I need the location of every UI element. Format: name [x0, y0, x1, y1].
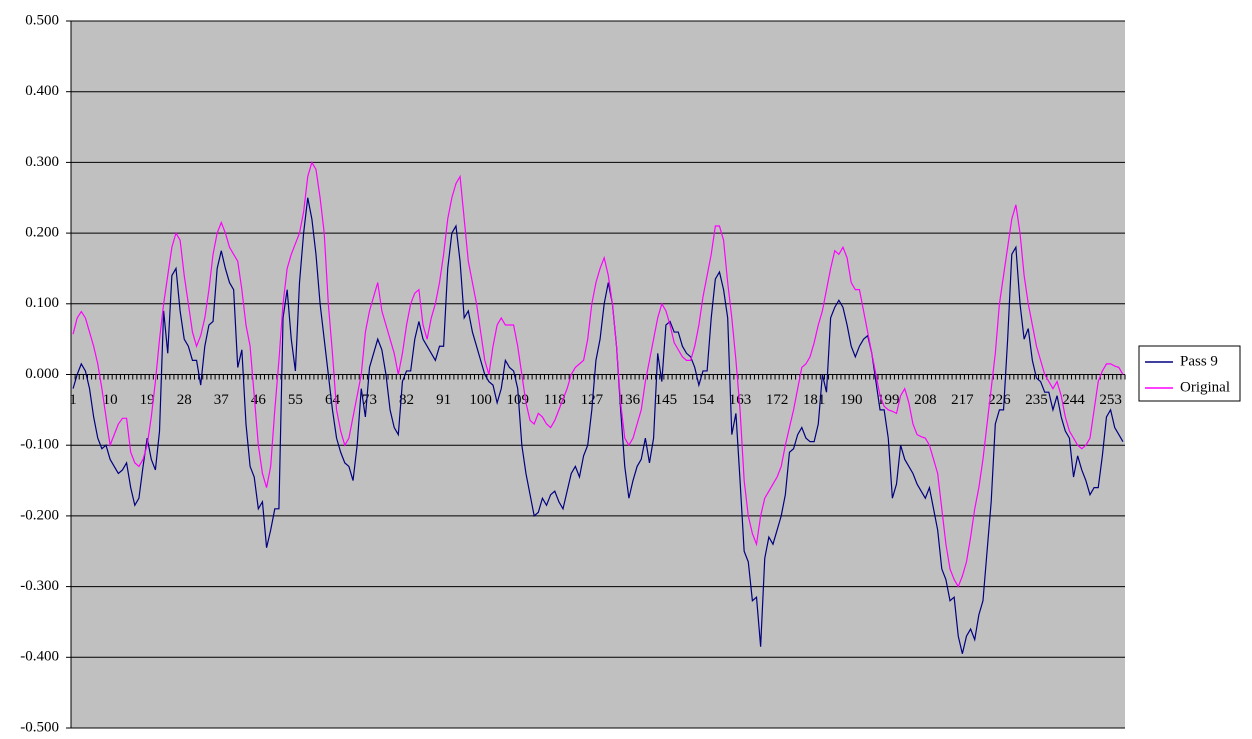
y-tick-label: 0.400 — [25, 83, 59, 99]
x-tick-label: 145 — [655, 392, 678, 408]
x-tick-label: 235 — [1025, 392, 1048, 408]
series-line — [72, 197, 1124, 654]
x-tick-label: 73 — [362, 392, 377, 408]
y-tick-label: -0.300 — [20, 578, 59, 594]
x-tick-label: 136 — [618, 392, 641, 408]
x-tick-label: 244 — [1062, 392, 1085, 408]
x-tick-label: 163 — [729, 392, 752, 408]
x-tick-label: 46 — [251, 392, 267, 408]
series-line — [72, 160, 1124, 588]
x-tick-label: 55 — [288, 392, 303, 408]
y-tick-label: 0.200 — [25, 225, 59, 241]
y-tick-label: 0.300 — [25, 154, 59, 170]
y-tick-label: -0.200 — [20, 507, 59, 523]
legend-label: Pass 9 — [1180, 353, 1218, 369]
y-tick-label: -0.500 — [20, 719, 59, 735]
x-tick-label: 154 — [692, 392, 715, 408]
x-tick-label: 226 — [988, 392, 1011, 408]
y-tick-label: 0.500 — [25, 12, 59, 28]
x-tick-label: 208 — [914, 392, 937, 408]
x-tick-label: 118 — [544, 392, 566, 408]
x-tick-label: 172 — [766, 392, 789, 408]
x-tick-label: 253 — [1099, 392, 1122, 408]
x-tick-label: 37 — [214, 392, 230, 408]
legend-box — [1138, 345, 1241, 402]
y-tick-label: -0.100 — [20, 437, 59, 453]
x-tick-label: 199 — [877, 392, 900, 408]
x-tick-label: 82 — [399, 392, 414, 408]
x-tick-label: 109 — [506, 392, 529, 408]
y-tick-label: -0.400 — [20, 649, 59, 665]
x-tick-label: 28 — [177, 392, 192, 408]
x-tick-label: 64 — [325, 392, 341, 408]
y-tick-label: 0.000 — [25, 366, 59, 382]
x-tick-label: 190 — [840, 392, 863, 408]
x-tick-label: 181 — [803, 392, 826, 408]
x-tick-label: 91 — [436, 392, 451, 408]
x-tick-label: 217 — [951, 392, 974, 408]
legend-label: Original — [1180, 379, 1230, 395]
x-tick-label: 1 — [69, 392, 77, 408]
x-tick-label: 10 — [103, 392, 118, 408]
y-tick-label: 0.100 — [25, 295, 59, 311]
x-tick-label: 100 — [469, 392, 492, 408]
x-tick-label: 19 — [140, 392, 155, 408]
